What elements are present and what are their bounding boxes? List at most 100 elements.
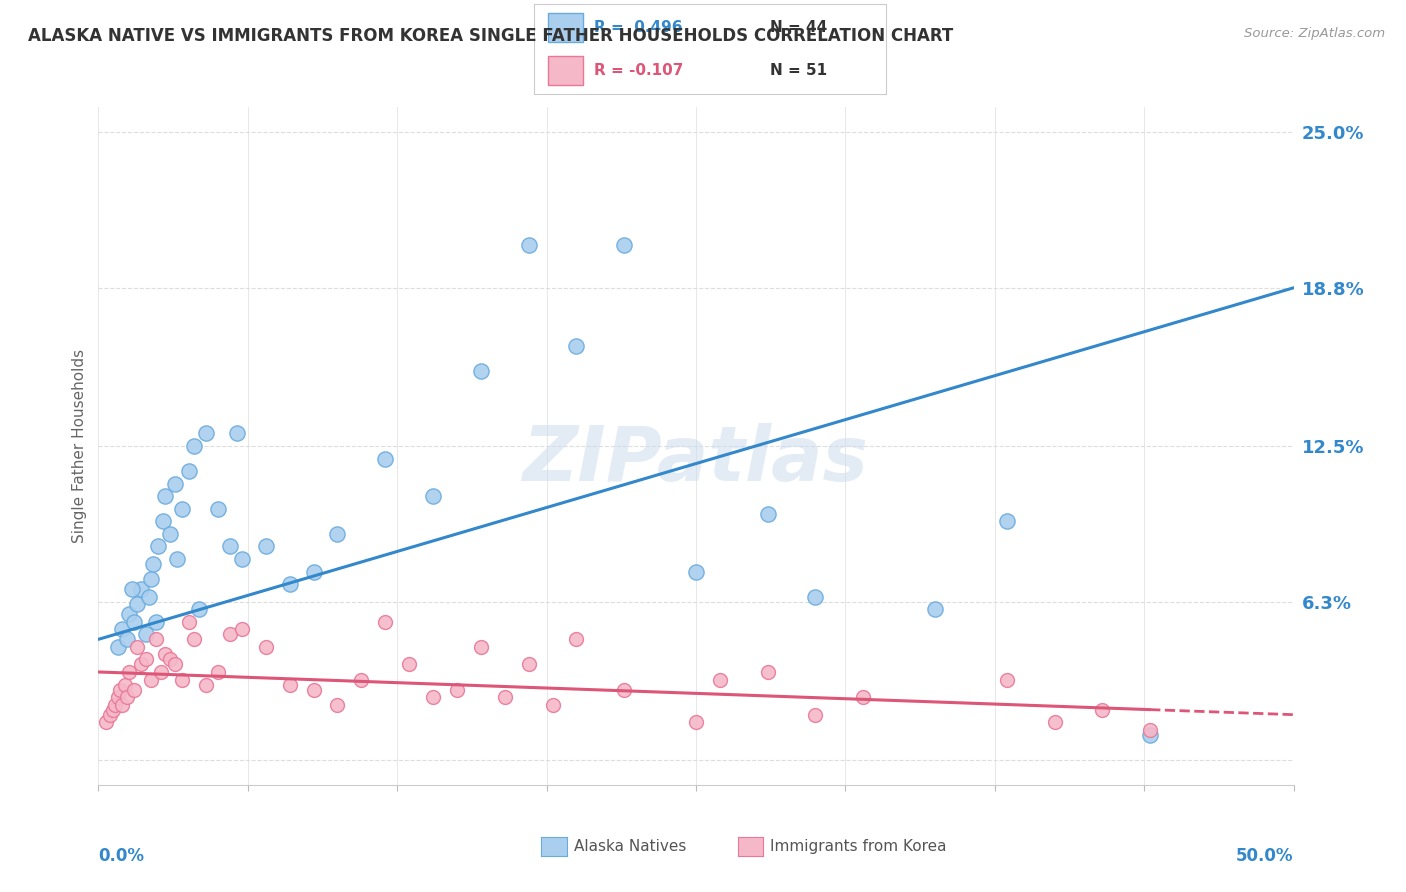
Point xyxy=(183,439,205,453)
Text: R =  0.496: R = 0.496 xyxy=(593,20,682,35)
Point xyxy=(231,622,253,636)
Point xyxy=(398,657,420,672)
Point xyxy=(207,665,229,679)
Point xyxy=(155,648,177,662)
Point xyxy=(195,677,218,691)
Point xyxy=(374,615,396,629)
Point xyxy=(139,673,162,687)
Point xyxy=(254,540,277,554)
Point xyxy=(115,632,138,647)
FancyBboxPatch shape xyxy=(548,56,583,85)
Point xyxy=(139,572,162,586)
Text: ZIPatlas: ZIPatlas xyxy=(523,423,869,497)
Point xyxy=(804,590,827,604)
Point xyxy=(187,602,209,616)
Point xyxy=(131,657,153,672)
Point xyxy=(804,707,827,722)
Point xyxy=(114,677,136,691)
Point xyxy=(470,640,492,654)
Text: 50.0%: 50.0% xyxy=(1236,847,1294,865)
Text: Immigrants from Korea: Immigrants from Korea xyxy=(770,839,948,854)
Point xyxy=(685,715,707,730)
Point xyxy=(852,690,875,704)
Point xyxy=(709,673,731,687)
Point xyxy=(118,607,141,622)
Point xyxy=(159,527,181,541)
Point xyxy=(1139,723,1161,737)
Text: Source: ZipAtlas.com: Source: ZipAtlas.com xyxy=(1244,27,1385,40)
Point xyxy=(138,590,160,604)
Point xyxy=(152,514,174,528)
Text: N = 51: N = 51 xyxy=(770,62,827,78)
Point xyxy=(98,707,122,722)
Point xyxy=(446,682,468,697)
Text: N = 44: N = 44 xyxy=(770,20,827,35)
Point xyxy=(226,426,249,441)
Point xyxy=(278,677,301,691)
Point xyxy=(101,703,124,717)
Point xyxy=(326,527,349,541)
Point xyxy=(135,652,157,666)
Point xyxy=(131,582,153,596)
Point xyxy=(924,602,946,616)
Point xyxy=(145,615,167,629)
Point xyxy=(166,552,188,566)
Point xyxy=(124,615,146,629)
Point xyxy=(125,640,148,654)
Point xyxy=(613,238,636,252)
Point xyxy=(1091,703,1114,717)
Point xyxy=(1139,728,1161,742)
Point xyxy=(995,673,1018,687)
Point xyxy=(517,238,540,252)
Point xyxy=(149,665,172,679)
Point xyxy=(254,640,277,654)
Point xyxy=(350,673,373,687)
Point xyxy=(104,698,127,712)
Text: R = -0.107: R = -0.107 xyxy=(593,62,683,78)
Point xyxy=(148,540,170,554)
Point xyxy=(124,682,146,697)
Point xyxy=(470,364,492,378)
Point xyxy=(135,627,157,641)
Point xyxy=(302,565,325,579)
Point xyxy=(374,451,396,466)
Point xyxy=(159,652,181,666)
Point xyxy=(155,489,177,503)
Y-axis label: Single Father Households: Single Father Households xyxy=(72,349,87,543)
Point xyxy=(613,682,636,697)
Point xyxy=(111,698,134,712)
Point xyxy=(108,682,131,697)
Point xyxy=(517,657,540,672)
Point xyxy=(219,627,242,641)
Point xyxy=(565,632,588,647)
Point xyxy=(125,597,148,611)
Text: ALASKA NATIVE VS IMMIGRANTS FROM KOREA SINGLE FATHER HOUSEHOLDS CORRELATION CHAR: ALASKA NATIVE VS IMMIGRANTS FROM KOREA S… xyxy=(28,27,953,45)
Point xyxy=(231,552,253,566)
Point xyxy=(1043,715,1066,730)
Point xyxy=(107,640,129,654)
Point xyxy=(195,426,218,441)
FancyBboxPatch shape xyxy=(548,13,583,42)
Point xyxy=(685,565,707,579)
Point xyxy=(565,338,588,352)
Point xyxy=(207,501,229,516)
Point xyxy=(422,690,444,704)
Point xyxy=(142,557,165,571)
Point xyxy=(422,489,444,503)
Point xyxy=(107,690,129,704)
Point xyxy=(995,514,1018,528)
Point xyxy=(163,476,186,491)
Point xyxy=(756,665,779,679)
Point xyxy=(494,690,516,704)
Point xyxy=(94,715,117,730)
Point xyxy=(172,673,194,687)
Point xyxy=(145,632,167,647)
Point xyxy=(118,665,141,679)
Text: Alaska Natives: Alaska Natives xyxy=(574,839,686,854)
Point xyxy=(541,698,564,712)
Point xyxy=(326,698,349,712)
Point xyxy=(302,682,325,697)
Point xyxy=(219,540,242,554)
Point xyxy=(121,582,143,596)
Point xyxy=(278,577,301,591)
